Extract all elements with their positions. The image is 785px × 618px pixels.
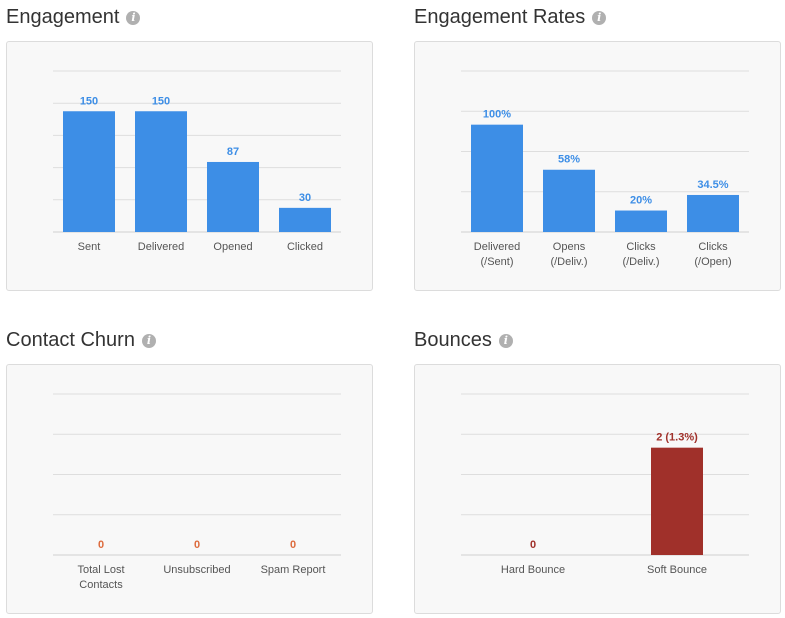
info-icon[interactable]: i <box>141 333 156 348</box>
contact-churn-chart: 0 Total Lost Contacts 0 Unsubscribed 0 Spam Re… <box>53 393 341 591</box>
info-icon[interactable]: i <box>126 10 141 25</box>
category-label: Delivered <box>138 241 184 253</box>
category-label: (/Deliv.) <box>622 256 659 268</box>
engagement-chart: 150 Sent 150 Delivered 87 Opened 30 Clicked <box>53 70 341 253</box>
bar[interactable] <box>615 210 667 232</box>
bar[interactable] <box>63 111 115 232</box>
category-label: Opens <box>553 241 586 253</box>
category-label: Soft Bounce <box>647 564 707 576</box>
bar[interactable] <box>543 169 595 232</box>
data-label: 0 <box>530 539 536 551</box>
bounces-title: Bounces i <box>414 329 513 352</box>
data-label: 0 <box>194 539 200 551</box>
data-label: 150 <box>152 95 170 107</box>
category-label: Spam Report <box>261 564 326 576</box>
engagement-rates-chart-card: 100% Delivered (/Sent) 58% Opens (/Deliv.) 20%… <box>414 41 781 291</box>
info-icon[interactable]: i <box>592 10 607 25</box>
bar[interactable] <box>279 207 331 232</box>
data-label: 34.5% <box>697 179 728 191</box>
category-label: Unsubscribed <box>163 564 230 576</box>
engagement-rates-title-text: Engagement Rates <box>414 6 586 28</box>
contact-churn-chart-card: 0 Total Lost Contacts 0 Unsubscribed 0 Spam Re… <box>6 364 373 614</box>
category-label: Delivered <box>474 241 520 253</box>
contact-churn-title-text: Contact Churn <box>6 329 135 351</box>
category-label: (/Deliv.) <box>550 256 587 268</box>
engagement-chart-card: 150 Sent 150 Delivered 87 Opened 30 Clicked <box>6 41 373 291</box>
data-label: 150 <box>80 95 98 107</box>
data-label: 0 <box>98 539 104 551</box>
engagement-rates-title: Engagement Rates i <box>414 6 607 29</box>
category-label: Clicks <box>698 241 728 253</box>
category-label: Opened <box>213 241 252 253</box>
engagement-title: Engagement i <box>6 6 141 29</box>
category-label: (/Sent) <box>480 256 513 268</box>
bar[interactable] <box>471 124 523 232</box>
bar[interactable] <box>135 111 187 232</box>
engagement-rates-chart: 100% Delivered (/Sent) 58% Opens (/Deliv.) 20%… <box>461 70 749 268</box>
category-label: Clicked <box>287 241 323 253</box>
data-label: 30 <box>299 192 311 204</box>
data-label: 58% <box>558 154 580 166</box>
bar[interactable] <box>207 161 259 232</box>
data-label: 20% <box>630 195 652 207</box>
bounces-chart: 0 Hard Bounce 2 (1.3%) Soft Bounce <box>461 393 749 576</box>
info-icon[interactable]: i <box>498 333 513 348</box>
contact-churn-title: Contact Churn i <box>6 329 156 352</box>
bounces-title-text: Bounces <box>414 329 492 351</box>
data-label: 0 <box>290 539 296 551</box>
data-label: 2 (1.3%) <box>656 432 698 444</box>
data-label: 87 <box>227 146 239 158</box>
bar[interactable] <box>687 194 739 232</box>
category-label: Clicks <box>626 241 656 253</box>
data-label: 100% <box>483 109 511 121</box>
bounces-chart-card: 0 Hard Bounce 2 (1.3%) Soft Bounce <box>414 364 781 614</box>
category-label: (/Open) <box>694 256 731 268</box>
category-label: Sent <box>78 241 101 253</box>
category-label: Hard Bounce <box>501 564 565 576</box>
engagement-title-text: Engagement <box>6 6 120 28</box>
category-label: Total Lost <box>77 564 124 576</box>
category-label: Contacts <box>79 579 123 591</box>
bar[interactable] <box>651 447 703 555</box>
